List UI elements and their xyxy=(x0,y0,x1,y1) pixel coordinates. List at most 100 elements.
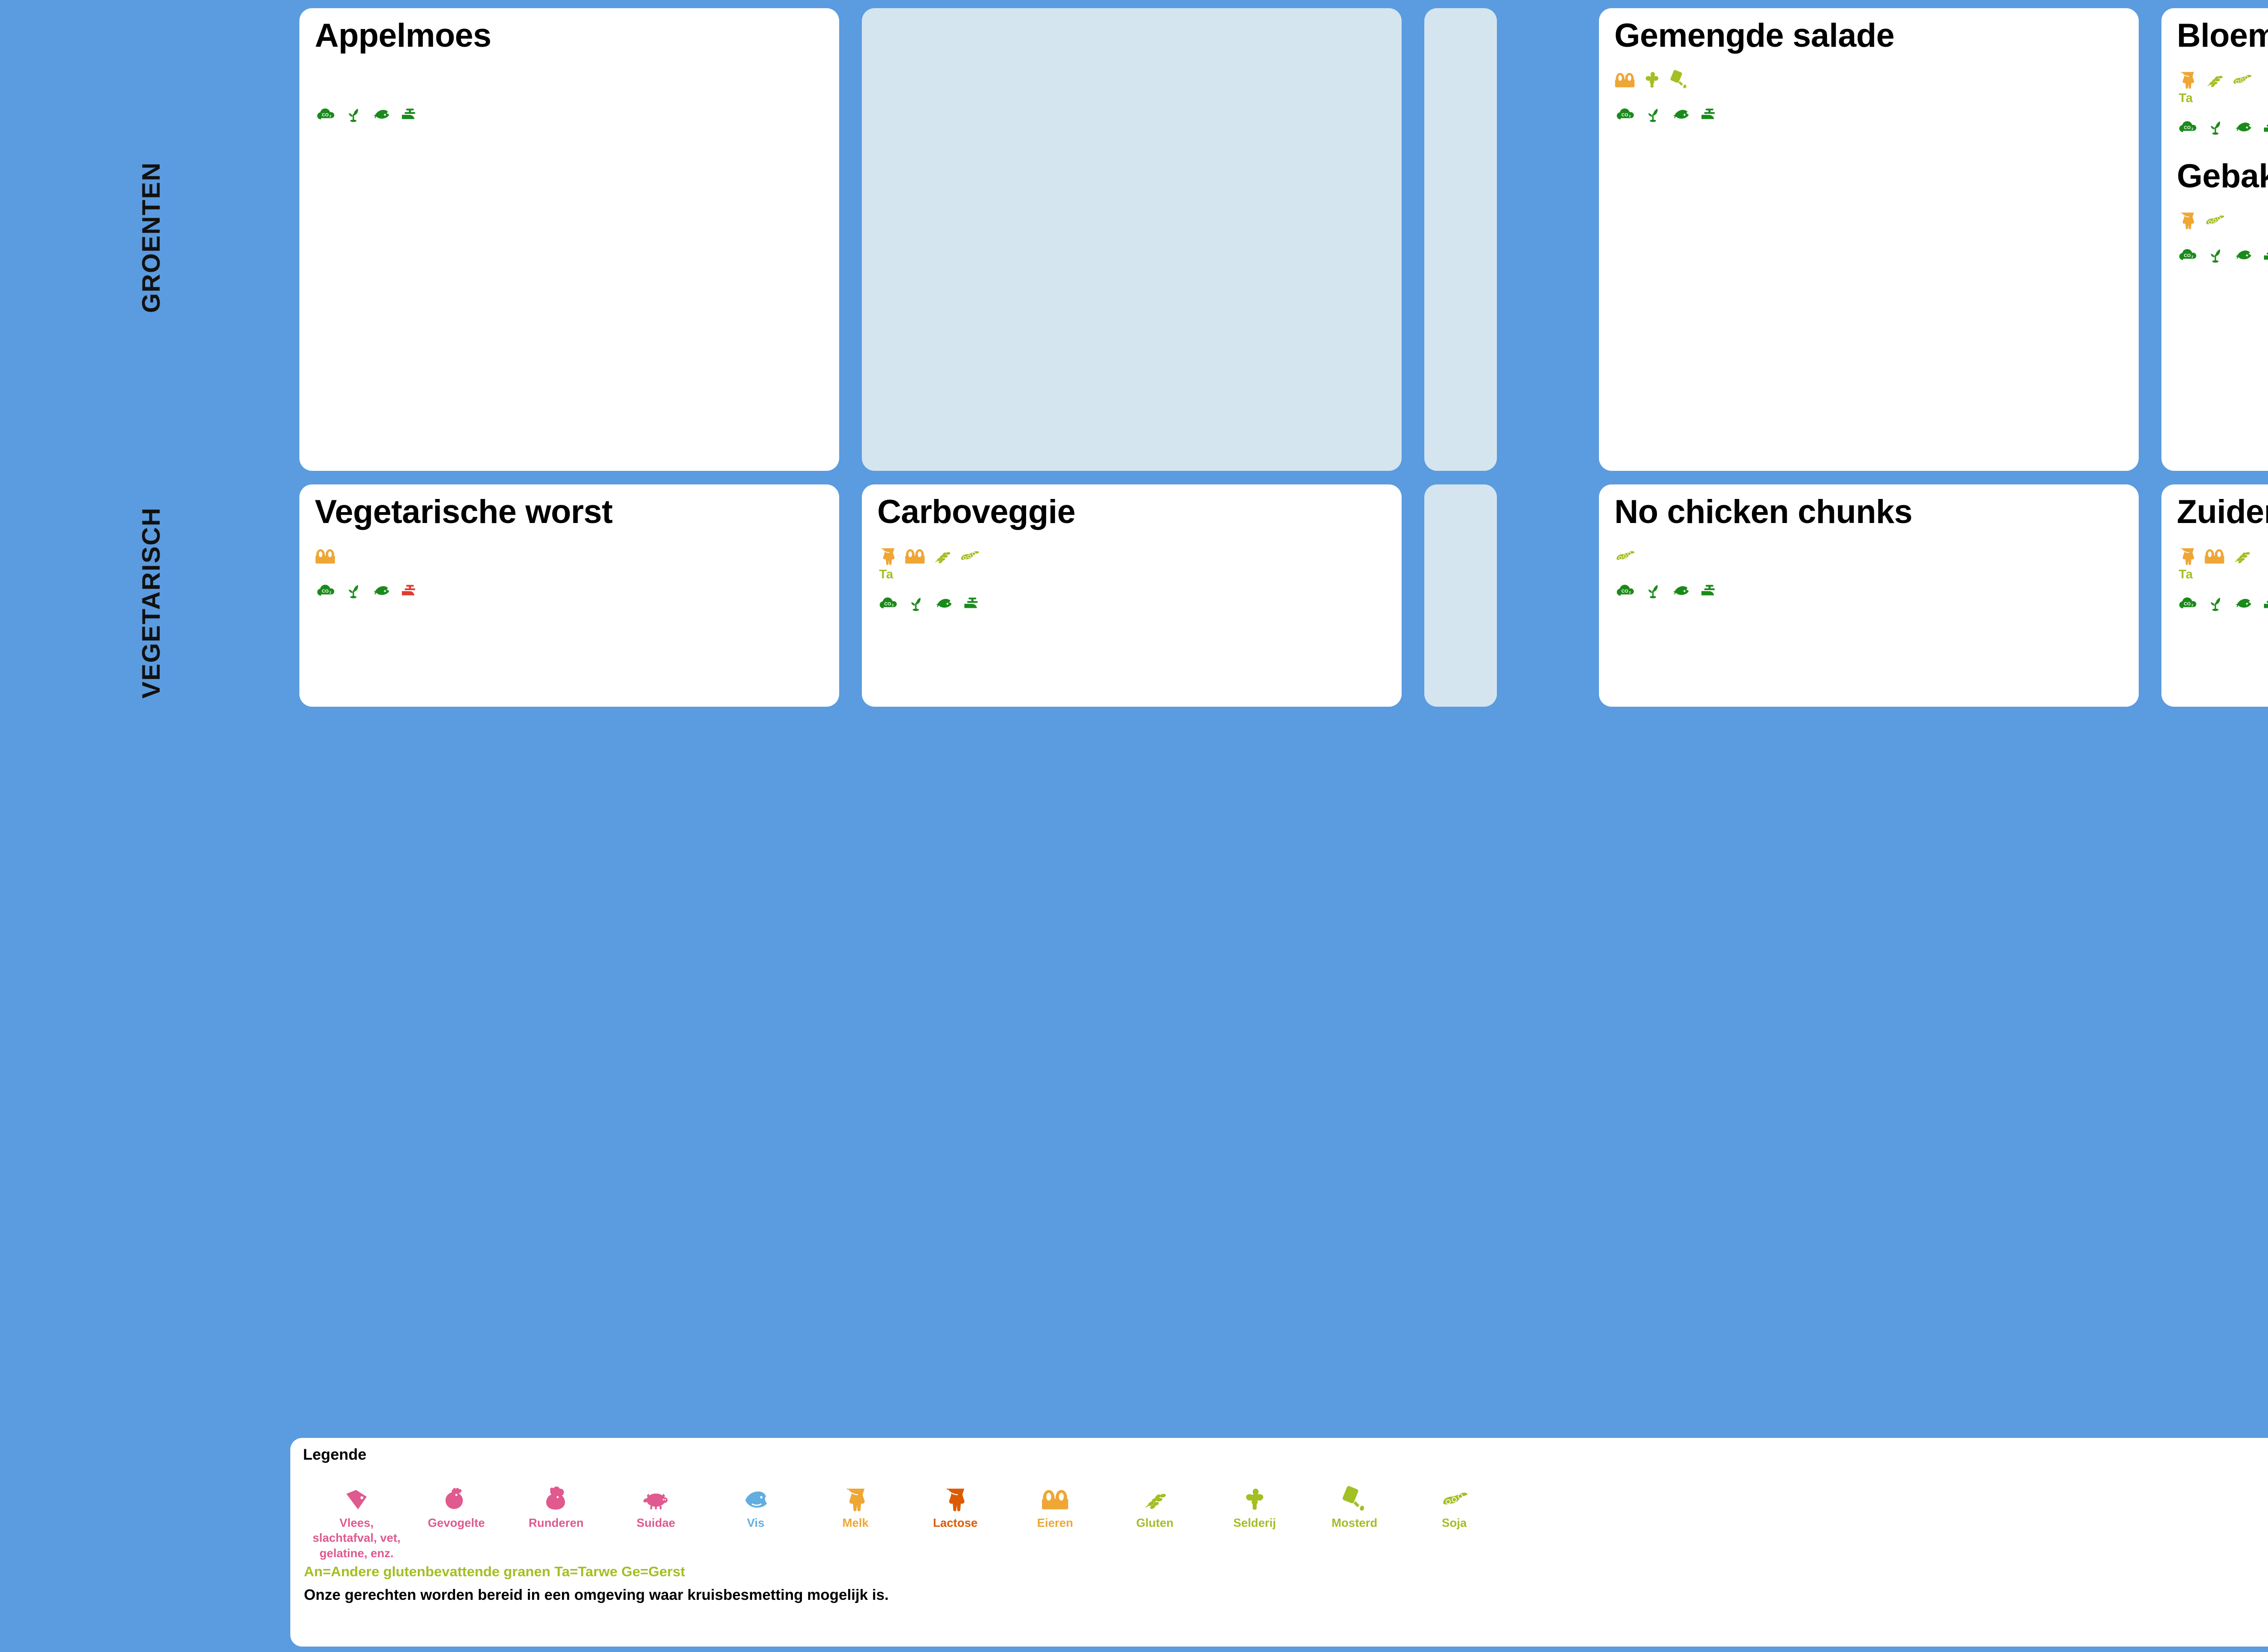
tap-icon xyxy=(399,580,420,601)
legend-item-melk: Melk xyxy=(806,1466,905,1530)
legend-gluten-codes: An=Andere glutenbevattende granen Ta=Tar… xyxy=(304,1563,685,1579)
svg-text:2: 2 xyxy=(2191,604,2193,607)
co2-icon: CO 2 xyxy=(877,592,898,613)
fish-icon xyxy=(2233,116,2254,137)
svg-text:CO: CO xyxy=(885,601,891,606)
gluten-icon xyxy=(2204,69,2225,90)
co2-icon: CO 2 xyxy=(2177,244,2198,265)
fish-icon xyxy=(371,580,392,601)
sustainability-icon-row: CO 2 xyxy=(877,583,1386,613)
sprout-icon xyxy=(2205,116,2226,137)
legend-item-label: Suidae xyxy=(636,1516,675,1530)
dish-title: Zuiderse quornburger xyxy=(2177,494,2268,530)
allergen-icon-row xyxy=(315,536,824,566)
fish-icon xyxy=(1671,103,1691,124)
menu-card[interactable]: No chicken chunks CO 2 xyxy=(1599,484,2139,707)
empty-slot-card[interactable] xyxy=(1424,8,1497,471)
legend-item-vlees: Vlees, slachtafval, vet, gelatine, enz. xyxy=(307,1466,406,1561)
legend-item-label: Gluten xyxy=(1136,1516,1174,1530)
legend-item-label: Vis xyxy=(747,1516,765,1530)
menu-card[interactable]: Carboveggie Ta CO 2 xyxy=(862,484,1402,707)
gluten-icon xyxy=(932,545,953,566)
fish-icon xyxy=(371,103,392,124)
selderij-icon xyxy=(1241,1466,1269,1513)
soja-icon xyxy=(2204,210,2225,230)
sprout-icon xyxy=(343,103,364,124)
allergen-icon-row xyxy=(877,536,1386,566)
tap-icon xyxy=(399,103,420,124)
menu-card[interactable]: Zuiderse quornburger Ta CO2 xyxy=(2161,484,2268,707)
legend-item-label: Lactose xyxy=(933,1516,978,1530)
co2-icon: CO 2 xyxy=(2177,592,2198,613)
tap-icon xyxy=(962,592,982,613)
menu-card[interactable]: Appelmoes CO 2 xyxy=(299,8,839,471)
svg-text:CO: CO xyxy=(2184,601,2191,606)
dish-title: Appelmoes xyxy=(315,17,491,54)
melk-icon xyxy=(877,545,898,566)
dish-title: No chicken chunks xyxy=(1614,494,1912,530)
runderen-icon xyxy=(542,1466,570,1513)
sprout-icon xyxy=(343,580,364,601)
gevogelte-icon xyxy=(442,1466,470,1513)
eieren-icon xyxy=(904,545,925,566)
fish-icon xyxy=(2233,592,2254,613)
legend-panel: Legende Vlees, slachtafval, vet, gelatin… xyxy=(290,1438,2268,1647)
svg-text:2: 2 xyxy=(1629,115,1631,118)
svg-text:CO: CO xyxy=(2184,254,2191,259)
legend-cross-contamination-note: Onze gerechten worden bereid in een omge… xyxy=(304,1586,889,1603)
soja-icon xyxy=(2231,69,2252,90)
legend-item-lactose: Lactose xyxy=(905,1466,1005,1530)
vlees-icon xyxy=(342,1466,371,1513)
legend-item-suidae: Suidae xyxy=(606,1466,706,1530)
tap-icon xyxy=(2261,244,2268,265)
legend-item-label: Gevogelte xyxy=(428,1516,485,1530)
sprout-icon xyxy=(2205,592,2226,613)
sustainability-icon-row: CO 2 xyxy=(1614,571,2123,601)
dish-title: Gebakken witloof xyxy=(2177,158,2268,195)
sprout-icon xyxy=(905,592,926,613)
svg-text:CO: CO xyxy=(322,112,329,117)
mosterd-icon xyxy=(1340,1466,1369,1513)
legend-item-mosterd: Mosterd xyxy=(1305,1466,1404,1530)
menu-card[interactable]: Bloemkool met bechamelTaCO2 Gebakken witl… xyxy=(2161,8,2268,471)
legend-item-label: Eieren xyxy=(1037,1516,1073,1530)
legend-item-label: Soja xyxy=(1442,1516,1467,1530)
fish-icon xyxy=(934,592,954,613)
eieren-icon xyxy=(1614,69,1635,90)
dish-block: Carboveggie Ta CO 2 xyxy=(862,493,1402,613)
tap-icon xyxy=(1699,103,1720,124)
legend-item-vis: Vis xyxy=(706,1466,806,1530)
legend-item-runderen: Runderen xyxy=(506,1466,606,1530)
empty-slot-card[interactable] xyxy=(862,8,1402,471)
sustainability-icon-row: CO 2 xyxy=(2177,235,2268,265)
svg-text:2: 2 xyxy=(329,115,331,118)
eieren-icon xyxy=(315,545,336,566)
fish-icon xyxy=(2233,244,2254,265)
allergen-icon-row xyxy=(2177,200,2268,230)
legend-item-eieren: Eieren xyxy=(1005,1466,1105,1530)
sustainability-icon-row: CO 2 xyxy=(2177,107,2268,137)
gluten-code-label: Ta xyxy=(879,567,894,582)
svg-text:2: 2 xyxy=(2191,256,2193,259)
empty-slot-card[interactable] xyxy=(1424,484,1497,707)
menu-card[interactable]: Vegetarische worst CO 2 xyxy=(299,484,839,707)
svg-text:2: 2 xyxy=(329,591,331,595)
legend-item-gluten: Gluten xyxy=(1105,1466,1205,1530)
allergen-icon-row xyxy=(2177,60,2268,90)
co2-icon: CO 2 xyxy=(1614,103,1635,124)
dish-title: Vegetarische worst xyxy=(315,494,613,530)
sprout-icon xyxy=(1642,580,1663,601)
gluten-icon xyxy=(1141,1466,1169,1513)
dish-block: No chicken chunks CO 2 xyxy=(1599,493,2139,601)
tap-icon xyxy=(1699,580,1720,601)
dish-block: Bloemkool met bechamel Ta CO2 xyxy=(2161,16,2268,137)
tap-icon xyxy=(2261,592,2268,613)
menu-card[interactable]: Gemengde salade CO 2 xyxy=(1599,8,2139,471)
legend-item-label: Mosterd xyxy=(1331,1516,1378,1530)
sustainability-icon-row: CO 2 xyxy=(1614,94,2123,124)
mosterd-icon xyxy=(1669,69,1690,90)
legend-item-label: Runderen xyxy=(528,1516,584,1530)
sustainability-icon-row: CO 2 xyxy=(315,94,824,124)
legend-item-gevogelte: Gevogelte xyxy=(406,1466,506,1530)
